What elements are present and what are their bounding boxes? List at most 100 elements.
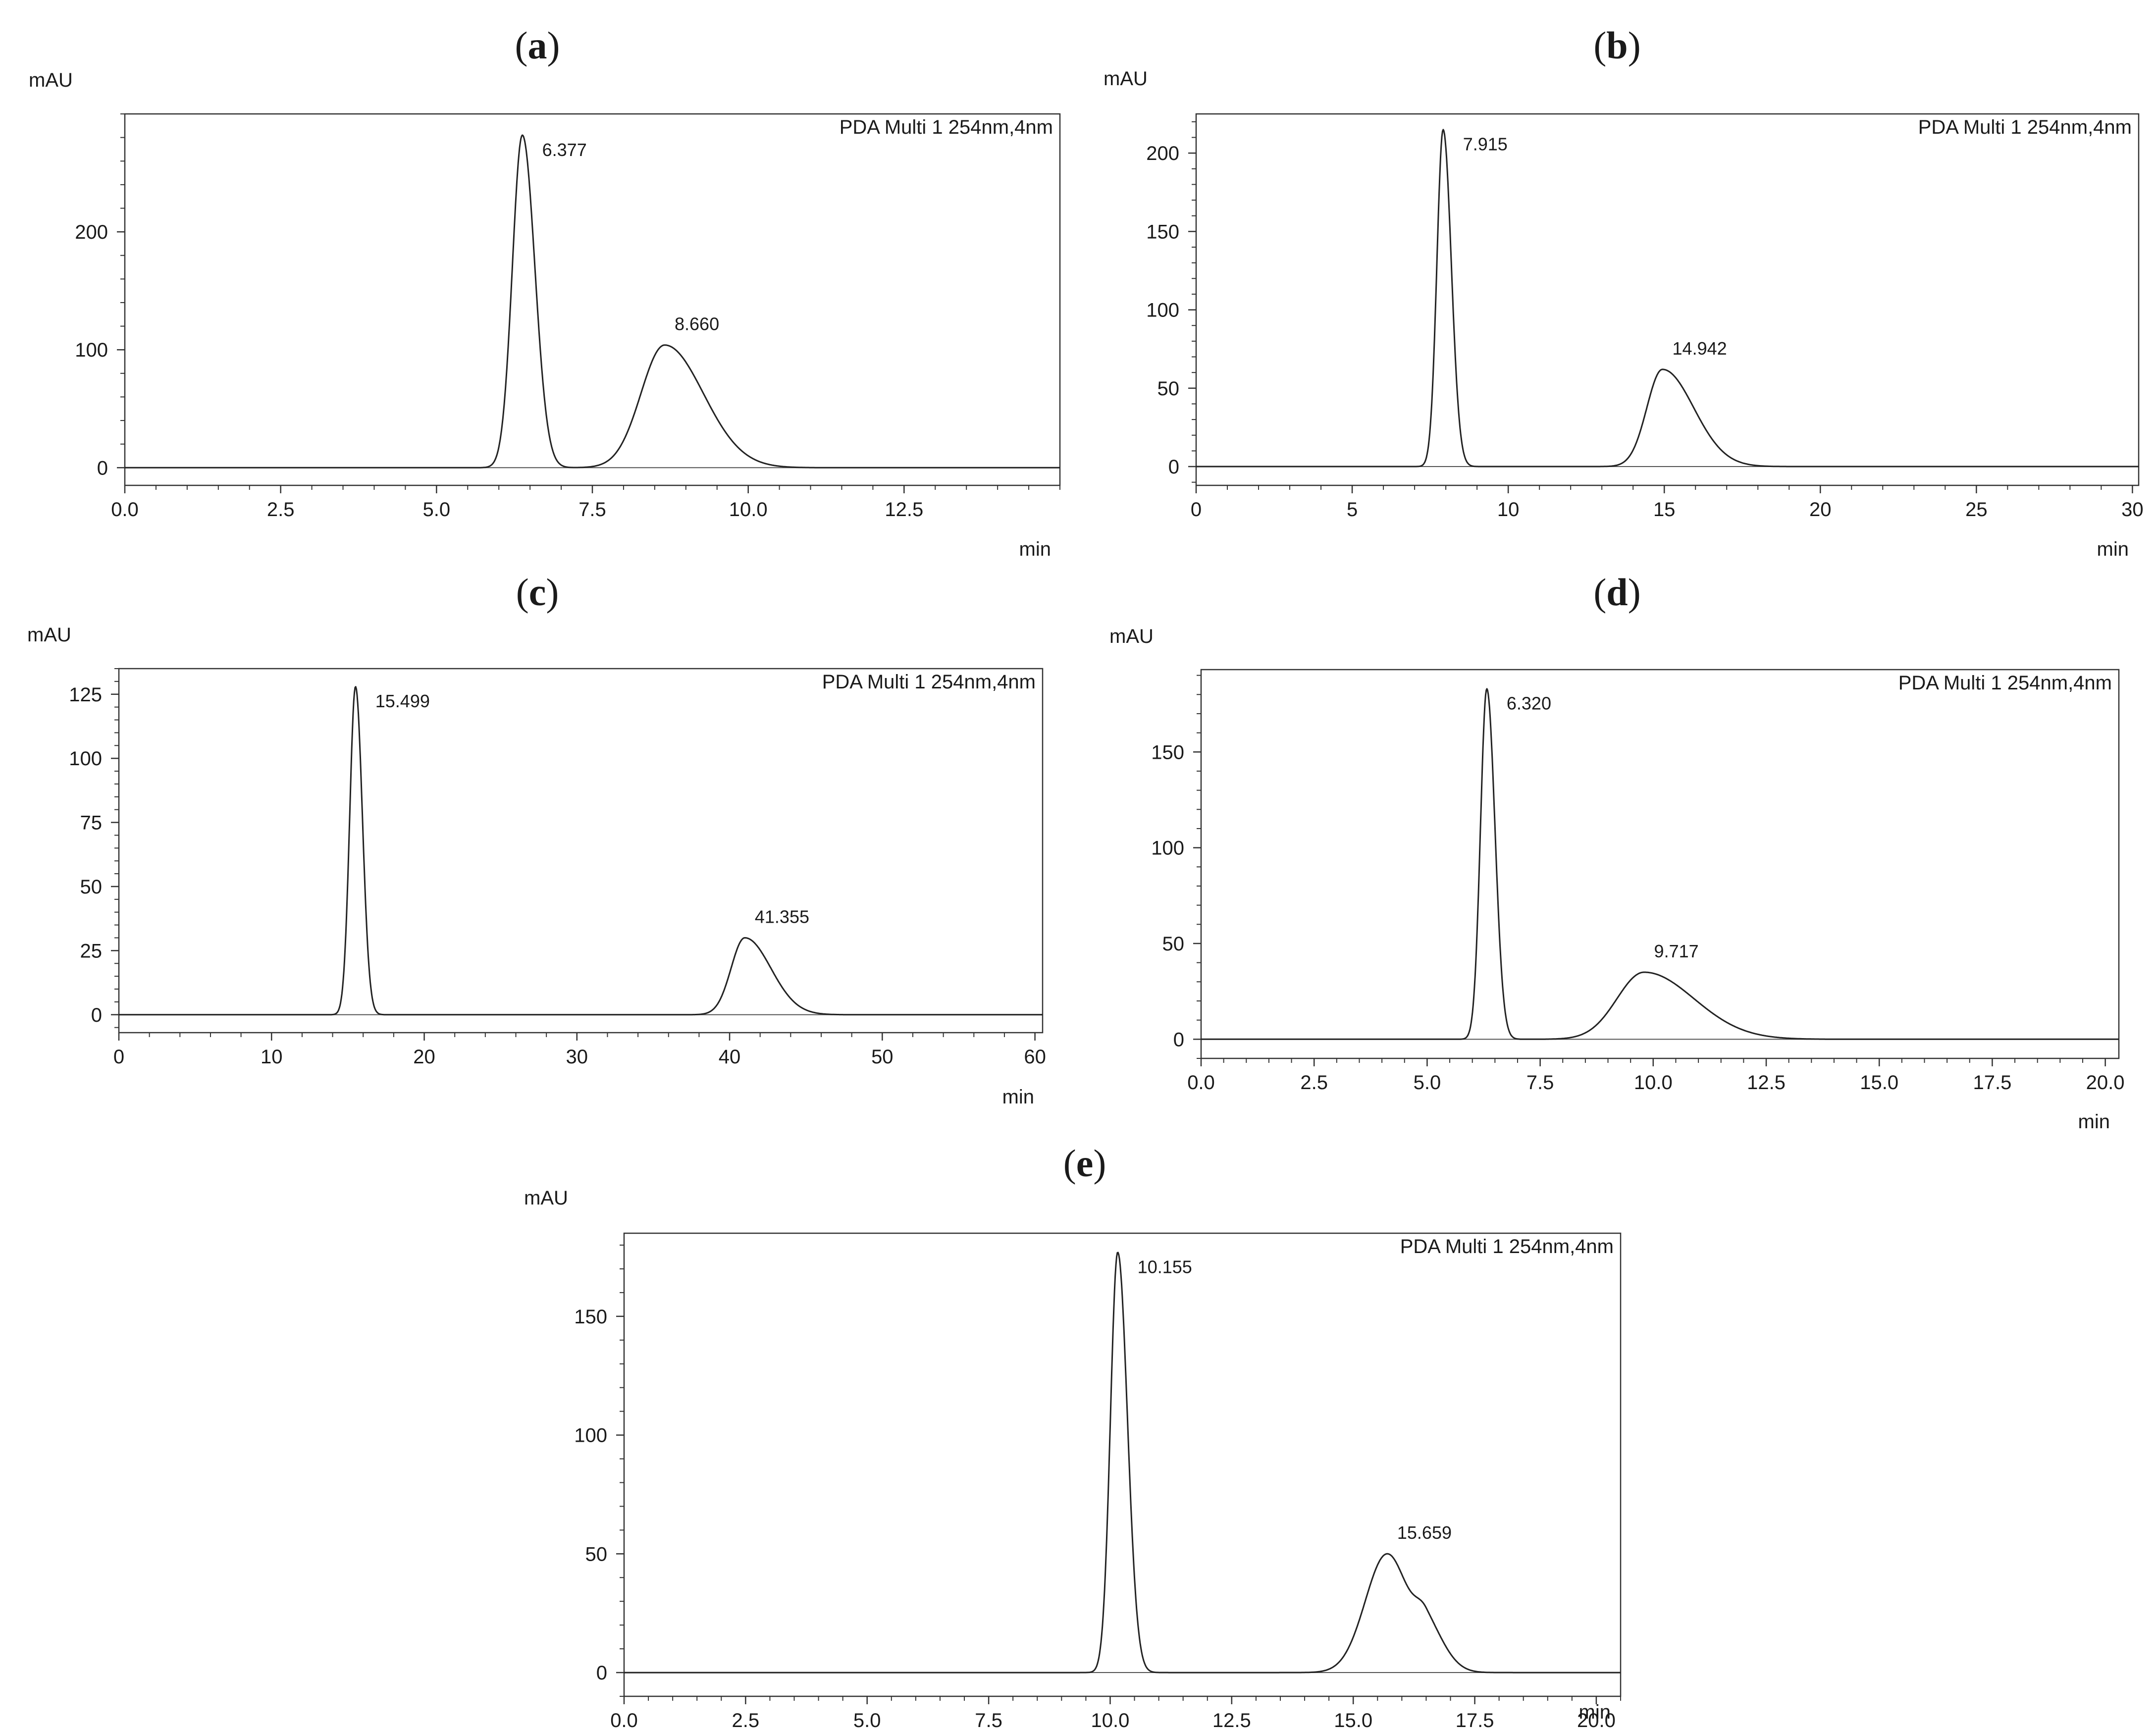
chart-panel-a: (a) mAU min PDA Multi 1 254nm,4nm 0.0 2.5 5.0 7…	[29, 24, 1061, 560]
chart-panel-d: (d) mAU min PDA Multi 1 254nm,4nm 0.0 2.5 5.0 7…	[1109, 571, 2125, 1133]
y-tick-label: 0	[1173, 1029, 1184, 1050]
x-axis-unit: min	[2078, 1111, 2110, 1133]
detector-label: PDA Multi 1 254nm,4nm	[1918, 116, 2132, 138]
panel-label: (d)	[1593, 571, 1640, 614]
peak-label: 8.660	[675, 314, 719, 334]
x-axis-unit: min	[1579, 1701, 1611, 1723]
chromatogram-trace	[124, 134, 1060, 469]
chromatogram-trace	[118, 686, 1043, 1016]
y-tick-label: 150	[574, 1306, 607, 1328]
y-tick-label: 100	[1151, 838, 1184, 859]
panel-label: (c)	[516, 571, 559, 614]
y-tick-label: 150	[1151, 741, 1184, 763]
peak-label: 9.717	[1654, 941, 1699, 961]
x-tick-label: 30	[2121, 499, 2144, 521]
peak-label: 7.915	[1463, 134, 1508, 155]
x-tick-label: 2.5	[732, 1710, 760, 1729]
x-tick-label: 40	[719, 1046, 741, 1068]
peak-label: 10.155	[1138, 1257, 1192, 1277]
x-tick-label: 15.0	[1860, 1072, 1898, 1094]
x-tick-label: 10.0	[729, 499, 768, 521]
detector-label: PDA Multi 1 254nm,4nm	[1898, 672, 2112, 694]
x-tick-label: 2.5	[1300, 1072, 1328, 1094]
peak-label: 14.942	[1673, 338, 1727, 359]
x-tick-label: 10	[1497, 499, 1520, 521]
y-tick-label: 125	[69, 684, 102, 706]
x-tick-label: 60	[1024, 1046, 1046, 1068]
y-tick-label: 100	[574, 1425, 607, 1447]
x-tick-label: 25	[1965, 499, 1988, 521]
x-tick-label: 50	[871, 1046, 894, 1068]
peak-label: 15.499	[375, 691, 430, 711]
x-tick-label: 5.0	[1414, 1072, 1441, 1094]
x-axis-unit: min	[2097, 538, 2129, 560]
x-tick-label: 15.0	[1334, 1710, 1372, 1729]
chart-panel-e: (e) mAU min PDA Multi 1 254nm,4nm 0.0 2.5 5.0 7…	[524, 1142, 1622, 1729]
chromatogram-trace	[1196, 129, 2139, 468]
plot-frame	[623, 1232, 1622, 1697]
x-tick-label: 17.5	[1456, 1710, 1494, 1729]
y-axis-unit: mAU	[29, 69, 73, 91]
chromatogram-trace	[624, 1252, 1621, 1674]
y-tick-label: 25	[80, 940, 103, 962]
peak-label: 6.377	[542, 140, 587, 160]
x-axis-unit: min	[1002, 1086, 1034, 1108]
y-tick-label: 50	[1162, 933, 1185, 955]
x-tick-label: 20.0	[1577, 1710, 1616, 1729]
detector-label: PDA Multi 1 254nm,4nm	[822, 671, 1036, 693]
x-tick-label: 0	[1191, 499, 1202, 521]
x-tick-label: 10.0	[1091, 1710, 1130, 1729]
x-tick-label: 2.5	[267, 499, 295, 521]
x-tick-label: 30	[566, 1046, 588, 1068]
x-tick-label: 7.5	[578, 499, 606, 521]
y-tick-label: 0	[1168, 456, 1179, 478]
x-tick-label: 5.0	[423, 499, 451, 521]
chromatogram-trace	[1201, 688, 2119, 1040]
y-tick-label: 0	[596, 1662, 607, 1684]
x-tick-label: 0.0	[111, 499, 139, 521]
y-tick-label: 50	[80, 876, 103, 898]
y-tick-label: 50	[585, 1543, 608, 1565]
x-tick-label: 20	[413, 1046, 435, 1068]
panel-label: (e)	[1063, 1142, 1106, 1185]
peak-label: 41.355	[755, 906, 809, 927]
detector-label: PDA Multi 1 254nm,4nm	[840, 116, 1053, 138]
y-axis-unit: mAU	[1104, 68, 1148, 90]
x-tick-label: 7.5	[1526, 1072, 1554, 1094]
x-tick-label: 10	[261, 1046, 283, 1068]
y-tick-label: 100	[75, 339, 108, 361]
peak-label: 6.320	[1507, 693, 1551, 714]
x-tick-label: 10.0	[1634, 1072, 1673, 1094]
y-tick-label: 50	[1157, 378, 1180, 400]
y-tick-label: 0	[97, 457, 108, 479]
x-axis-unit: min	[1019, 538, 1051, 560]
x-tick-label: 12.5	[885, 499, 923, 521]
chart-panel-b: (b) mAU min PDA Multi 1 254nm,4nm 0 5 10 15 20 25…	[1104, 24, 2144, 560]
x-tick-label: 5	[1347, 499, 1358, 521]
plot-frame	[118, 668, 1044, 1034]
peak-label: 15.659	[1397, 1522, 1452, 1543]
detector-label: PDA Multi 1 254nm,4nm	[1400, 1236, 1614, 1257]
plot-frame	[1195, 113, 2140, 486]
x-tick-label: 0	[113, 1046, 124, 1068]
chart-panel-c: (c) mAU min PDA Multi 1 254nm,4nm 0 10 20 30 40 5…	[27, 571, 1046, 1108]
y-tick-label: 200	[75, 221, 108, 243]
y-tick-label: 75	[80, 812, 103, 834]
x-tick-label: 0.0	[610, 1710, 638, 1729]
panel-label: (a)	[515, 24, 560, 67]
x-tick-label: 15	[1653, 499, 1676, 521]
y-axis-unit: mAU	[27, 624, 71, 646]
x-tick-label: 12.5	[1747, 1072, 1786, 1094]
y-tick-label: 200	[1146, 143, 1179, 164]
plot-frame	[1200, 669, 2120, 1059]
x-tick-label: 20.0	[2086, 1072, 2125, 1094]
panel-label: (b)	[1593, 24, 1640, 67]
x-tick-label: 7.5	[975, 1710, 1002, 1729]
y-tick-label: 100	[1146, 300, 1179, 321]
x-tick-label: 17.5	[1973, 1072, 2011, 1094]
plot-frame	[124, 113, 1061, 486]
y-axis-unit: mAU	[524, 1187, 568, 1209]
y-tick-label: 0	[91, 1004, 102, 1026]
x-tick-label: 0.0	[1187, 1072, 1215, 1094]
